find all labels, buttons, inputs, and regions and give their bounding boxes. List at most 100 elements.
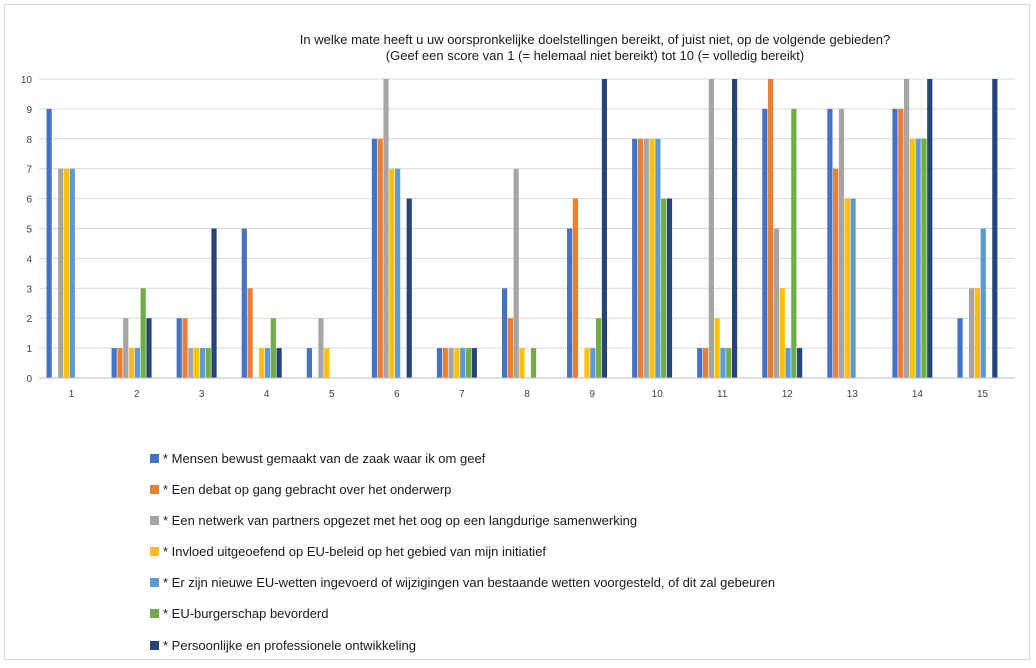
x-tick-label: 7 (459, 389, 465, 400)
x-tick-label: 12 (782, 389, 794, 400)
bar (845, 199, 850, 378)
bar (780, 288, 785, 378)
bar (200, 348, 205, 378)
bar (975, 288, 980, 378)
bar (774, 229, 779, 379)
bar (47, 109, 52, 378)
bar (514, 169, 519, 378)
bar (791, 109, 796, 378)
legend-item: * Persoonlijke en professionele ontwikke… (150, 637, 775, 653)
bar (389, 169, 394, 378)
y-tick-label: 2 (26, 314, 32, 325)
y-tick-label: 1 (26, 344, 32, 355)
legend-swatch (150, 547, 159, 556)
y-tick-label: 10 (21, 75, 33, 86)
x-tick-label: 6 (394, 389, 400, 400)
y-tick-label: 0 (26, 374, 32, 385)
bar (927, 79, 932, 378)
x-tick-label: 4 (264, 389, 270, 400)
legend-label: * EU-burgerschap bevorderd (163, 606, 328, 621)
y-tick-label: 8 (26, 135, 32, 146)
x-tick-label: 3 (199, 389, 205, 400)
bar (259, 348, 264, 378)
bar (969, 288, 974, 378)
legend-label: * Een netwerk van partners opgezet met h… (163, 513, 637, 528)
legend-label: * Persoonlijke en professionele ontwikke… (163, 638, 416, 653)
y-tick-label: 3 (26, 284, 32, 295)
legend: * Mensen bewust gemaakt van de zaak waar… (150, 450, 775, 668)
legend-label: * Invloed uitgeoefend op EU-beleid op he… (163, 544, 546, 559)
bar (141, 288, 146, 378)
bar (146, 318, 151, 378)
bar (123, 318, 128, 378)
bar (443, 348, 448, 378)
x-axis: 1 2 3 4 5 6 7 8 9 10 11 12 13 14 15 (39, 378, 1015, 400)
bar (182, 318, 187, 378)
bar (449, 348, 454, 378)
bar (188, 348, 193, 378)
legend-label: * Een debat op gang gebracht over het on… (163, 482, 451, 497)
y-tick-label: 4 (26, 254, 32, 265)
bar (265, 348, 270, 378)
bar (318, 318, 323, 378)
bar (720, 348, 725, 378)
bar (709, 79, 714, 378)
x-tick-label: 11 (717, 389, 728, 400)
bar (519, 348, 524, 378)
bar (277, 348, 282, 378)
legend-swatch (150, 516, 159, 525)
bar (650, 139, 655, 378)
bar (129, 348, 134, 378)
bar (502, 288, 507, 378)
bar (531, 348, 536, 378)
bar (851, 199, 856, 378)
bar (211, 229, 216, 379)
bar (992, 79, 997, 378)
bar (395, 169, 400, 378)
bar (768, 79, 773, 378)
bar (661, 199, 666, 378)
legend-swatch (150, 578, 159, 587)
bar (70, 169, 75, 378)
bar (242, 229, 247, 379)
bar (667, 199, 672, 378)
x-tick-label: 2 (134, 389, 140, 400)
legend-swatch (150, 641, 159, 650)
bar (655, 139, 660, 378)
x-tick-label: 14 (912, 389, 924, 400)
legend-label: * Mensen bewust gemaakt van de zaak waar… (163, 451, 485, 466)
bar (584, 348, 589, 378)
bar (916, 139, 921, 378)
bar (910, 139, 915, 378)
bar (921, 139, 926, 378)
bar (437, 348, 442, 378)
bar (324, 348, 329, 378)
bar (271, 318, 276, 378)
bar (602, 79, 607, 378)
bar (177, 318, 182, 378)
bar (898, 109, 903, 378)
bar (726, 348, 731, 378)
bar (307, 348, 312, 378)
bar (407, 199, 412, 378)
bar (632, 139, 637, 378)
bar (715, 318, 720, 378)
bar (567, 229, 572, 379)
bar (957, 318, 962, 378)
x-tick-label: 9 (589, 389, 595, 400)
bar (644, 139, 649, 378)
bar (372, 139, 377, 378)
x-tick-label: 1 (69, 389, 75, 400)
legend-swatch (150, 609, 159, 618)
bar (466, 348, 471, 378)
bar (839, 109, 844, 378)
x-tick-label: 8 (524, 389, 530, 400)
x-tick-label: 13 (847, 389, 859, 400)
x-tick-label: 5 (329, 389, 335, 400)
bar (638, 139, 643, 378)
bar (797, 348, 802, 378)
legend-swatch (150, 485, 159, 494)
legend-item: * EU-burgerschap bevorderd (150, 606, 775, 622)
bar (383, 79, 388, 378)
legend-item: * Er zijn nieuwe EU-wetten ingevoerd of … (150, 575, 775, 591)
